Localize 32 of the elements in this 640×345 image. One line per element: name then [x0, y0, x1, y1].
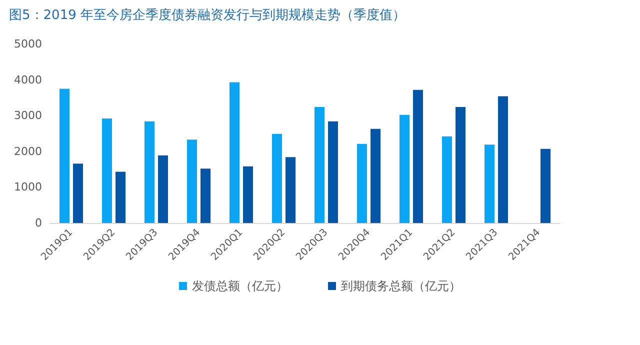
bar [370, 128, 380, 223]
legend-label: 到期债务总额（亿元） [341, 279, 461, 293]
bar [357, 144, 367, 223]
bar [243, 166, 253, 223]
bar [286, 157, 296, 223]
bar [272, 134, 282, 223]
y-tick-label: 4000 [14, 73, 42, 86]
bar [442, 136, 452, 223]
bar [102, 118, 112, 223]
y-tick-label: 3000 [14, 109, 42, 122]
bar [328, 121, 338, 223]
y-tick-label: 2000 [14, 144, 42, 158]
bar [187, 140, 197, 223]
bar [73, 164, 83, 223]
bar [230, 82, 240, 223]
bar [540, 148, 550, 223]
bar [158, 155, 168, 223]
bar [400, 114, 410, 223]
bar [60, 88, 70, 223]
y-tick-label: 5000 [14, 38, 42, 50]
bar [456, 107, 466, 223]
bar [144, 121, 154, 223]
bar [498, 96, 508, 223]
legend-label: 发债总额（亿元） [192, 279, 288, 293]
chart-title: 图5：2019 年至今房企季度债券融资发行与到期规模走势（季度值） [9, 7, 406, 23]
y-tick-label: 0 [35, 216, 42, 230]
bar [413, 90, 423, 223]
bar [116, 172, 126, 223]
bar [484, 144, 494, 223]
bar [200, 168, 210, 223]
bar [314, 107, 324, 223]
y-tick-label: 1000 [14, 180, 42, 194]
